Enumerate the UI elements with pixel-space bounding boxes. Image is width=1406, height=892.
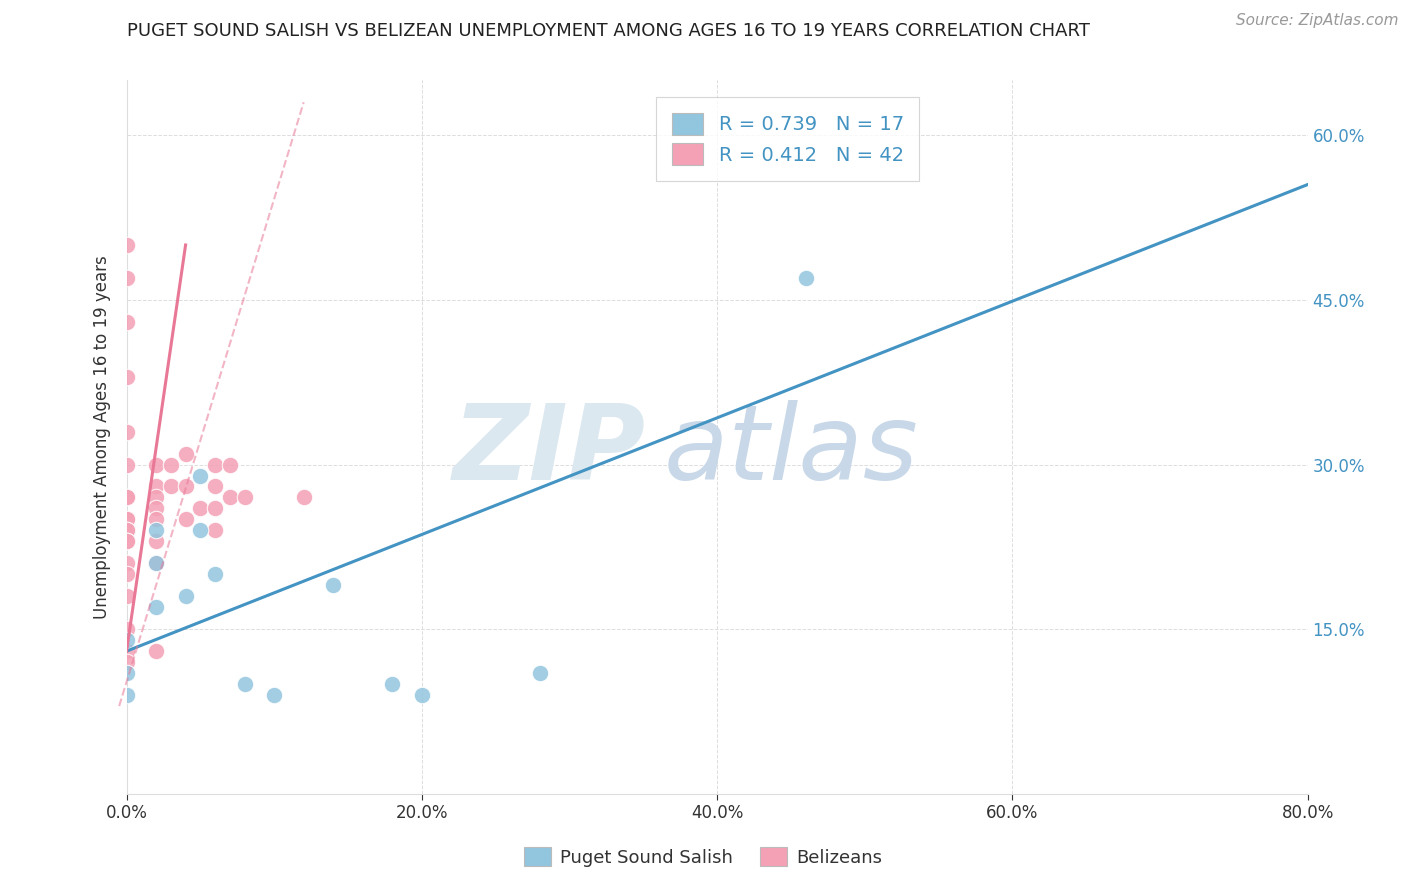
Point	[233, 491, 256, 505]
Point	[145, 512, 167, 526]
Point	[145, 491, 167, 505]
Point	[292, 491, 315, 505]
Point	[174, 589, 197, 603]
Point	[188, 468, 211, 483]
Point	[411, 688, 433, 702]
Text: Source: ZipAtlas.com: Source: ZipAtlas.com	[1236, 13, 1399, 29]
Point	[115, 315, 138, 329]
Point	[204, 524, 226, 538]
Point	[115, 524, 138, 538]
Text: PUGET SOUND SALISH VS BELIZEAN UNEMPLOYMENT AMONG AGES 16 TO 19 YEARS CORRELATIO: PUGET SOUND SALISH VS BELIZEAN UNEMPLOYM…	[127, 22, 1090, 40]
Legend: Puget Sound Salish, Belizeans: Puget Sound Salish, Belizeans	[516, 840, 890, 874]
Point	[174, 446, 197, 460]
Point	[204, 567, 226, 582]
Point	[115, 425, 138, 439]
Point	[115, 512, 138, 526]
Point	[204, 501, 226, 516]
Point	[529, 666, 551, 681]
Point	[794, 271, 817, 285]
Point	[263, 688, 285, 702]
Point	[115, 238, 138, 252]
Point	[145, 524, 167, 538]
Text: ZIP: ZIP	[453, 401, 647, 502]
Point	[159, 479, 183, 493]
Point	[381, 677, 404, 691]
Point	[145, 557, 167, 571]
Point	[219, 458, 242, 472]
Point	[159, 458, 183, 472]
Point	[145, 458, 167, 472]
Point	[115, 633, 138, 648]
Point	[188, 501, 211, 516]
Point	[145, 600, 167, 615]
Point	[115, 666, 138, 681]
Point	[174, 479, 197, 493]
Point	[204, 479, 226, 493]
Point	[115, 534, 138, 549]
Point	[115, 491, 138, 505]
Point	[145, 557, 167, 571]
Point	[115, 688, 138, 702]
Point	[219, 491, 242, 505]
Point	[145, 479, 167, 493]
Point	[115, 458, 138, 472]
Point	[115, 622, 138, 636]
Point	[115, 369, 138, 384]
Point	[174, 512, 197, 526]
Point	[115, 567, 138, 582]
Point	[115, 534, 138, 549]
Point	[322, 578, 344, 592]
Point	[233, 677, 256, 691]
Point	[204, 458, 226, 472]
Point	[115, 644, 138, 658]
Point	[115, 271, 138, 285]
Point	[188, 524, 211, 538]
Point	[115, 512, 138, 526]
Point	[145, 501, 167, 516]
Legend: R = 0.739   N = 17, R = 0.412   N = 42: R = 0.739 N = 17, R = 0.412 N = 42	[657, 97, 920, 181]
Point	[145, 534, 167, 549]
Point	[145, 644, 167, 658]
Point	[115, 524, 138, 538]
Text: atlas: atlas	[664, 401, 918, 502]
Y-axis label: Unemployment Among Ages 16 to 19 years: Unemployment Among Ages 16 to 19 years	[93, 255, 111, 619]
Point	[115, 491, 138, 505]
Point	[115, 655, 138, 669]
Point	[115, 589, 138, 603]
Point	[115, 557, 138, 571]
